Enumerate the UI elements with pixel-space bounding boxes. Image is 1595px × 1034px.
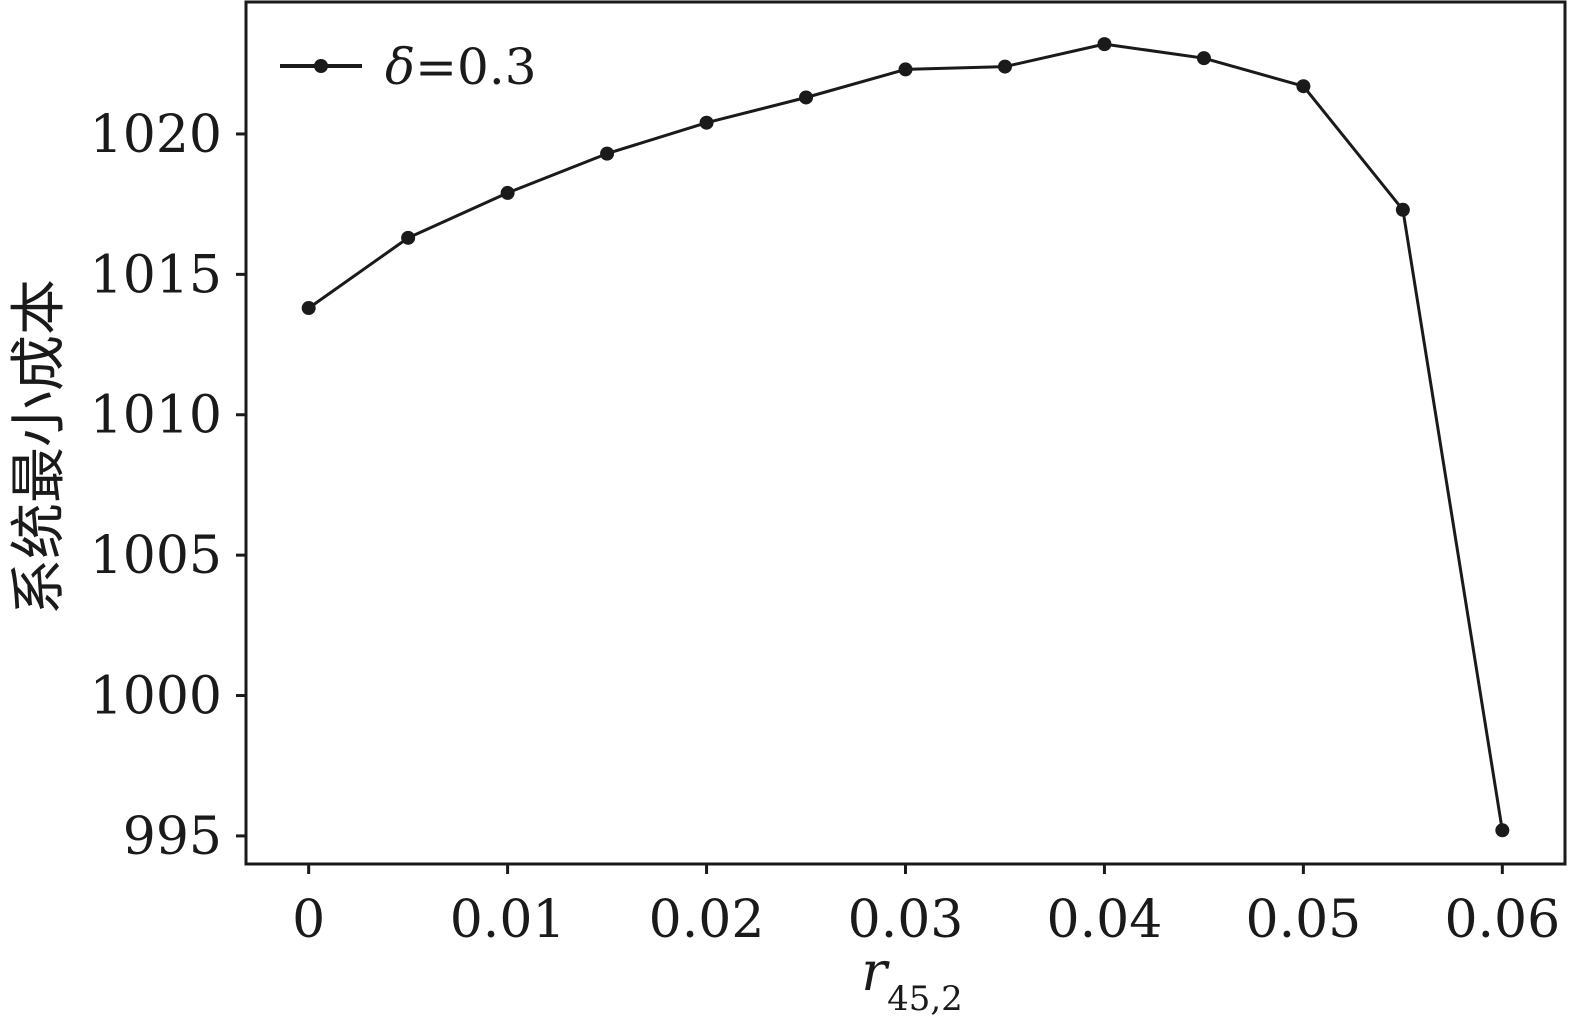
y-axis-label-text: 系统最小成本 [7, 279, 72, 615]
legend: δ=0.3 [280, 38, 537, 96]
series-line [307, 42, 1504, 831]
data-point [898, 62, 913, 77]
y-axis-label: 系统最小成本 [7, 279, 72, 615]
data-point [1097, 37, 1112, 52]
data-point [799, 90, 814, 105]
legend-label: δ=0.3 [385, 38, 537, 96]
data-point [1196, 51, 1211, 66]
data-point [1296, 79, 1311, 94]
data-point [1495, 823, 1510, 838]
plot-frame [244, 0, 1567, 866]
x-axis-label-subscript: 45,2 [887, 979, 963, 1019]
y-tick-label: 1005 [90, 526, 222, 586]
axis-ticks: 0 0.01 0.02 0.03 0.04 0.05 0.06 995 1000 1005 1010… [90, 105, 1561, 950]
legend-marker [314, 59, 328, 73]
y-tick-label: 1000 [90, 667, 222, 727]
x-tick-label: 0.03 [848, 890, 964, 950]
data-point [500, 185, 515, 200]
y-tick-label: 1010 [90, 386, 222, 446]
data-point [401, 230, 416, 245]
x-tick-label: 0 [292, 890, 325, 950]
series-group [301, 37, 1510, 838]
x-axis-label-symbol: r [861, 940, 890, 1003]
data-point [1395, 202, 1410, 217]
x-tick-label: 0.01 [450, 890, 566, 950]
x-tick-label: 0.04 [1047, 890, 1163, 950]
y-tick-label: 1015 [90, 245, 222, 305]
x-tick-label: 0.02 [649, 890, 765, 950]
data-point [301, 301, 316, 316]
x-tick-label: 0.05 [1245, 890, 1361, 950]
legend-label-value: =0.3 [415, 38, 536, 96]
plot-area [244, 0, 1567, 866]
x-tick-label: 0.06 [1444, 890, 1560, 950]
y-tick-label: 1020 [90, 105, 222, 165]
data-point [600, 146, 615, 161]
data-point [699, 115, 714, 130]
y-tick-label: 995 [123, 807, 222, 867]
data-point [997, 59, 1012, 74]
x-axis-label: r45,2 [861, 940, 963, 1019]
legend-label-symbol: δ [385, 38, 415, 96]
